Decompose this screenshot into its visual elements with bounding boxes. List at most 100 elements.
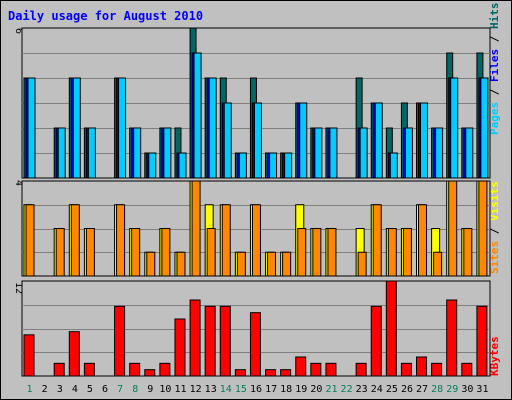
x-tick-label: 23 — [356, 384, 368, 395]
bar-sites-day-30 — [463, 228, 473, 277]
x-axis-day-labels: 1 2 3 4 5 6 7 8 9 10 11 12 13 14 15 16 17 18 19 20 21 22 23 24 2… — [27, 384, 489, 395]
bar-pages-day-11 — [178, 152, 187, 179]
bar-sites-day-14 — [221, 204, 231, 277]
hits-legend: Hits — [488, 3, 501, 30]
bar-kbytes-day-26 — [400, 362, 412, 377]
bar-pages-day-31 — [480, 77, 489, 179]
bar-sites-day-11 — [176, 251, 186, 277]
plot-area — [21, 27, 491, 377]
bar-kbytes-day-17 — [265, 369, 277, 377]
panel2-axis-max-label: 4 — [13, 180, 24, 186]
bar-kbytes-day-27 — [416, 356, 428, 377]
bar-sites-day-16 — [251, 204, 261, 277]
x-tick-label: 6 — [102, 384, 108, 395]
bar-kbytes-day-20 — [310, 362, 322, 377]
x-tick-label: 19 — [295, 384, 307, 395]
bar-pages-day-19 — [299, 102, 308, 179]
x-tick-label: 5 — [87, 384, 93, 395]
bar-pages-day-3 — [57, 127, 66, 179]
bar-pages-day-27 — [420, 102, 429, 179]
bar-kbytes-day-3 — [53, 362, 65, 377]
x-tick-label: 15 — [235, 384, 247, 395]
x-tick-label: 20 — [310, 384, 322, 395]
x-tick-label: 30 — [461, 384, 473, 395]
x-tick-label: 26 — [401, 384, 413, 395]
x-tick-label: 10 — [159, 384, 171, 395]
x-tick-label: 28 — [431, 384, 443, 395]
x-tick-label: 17 — [265, 384, 277, 395]
x-tick-label: 25 — [386, 384, 398, 395]
bar-sites-day-26 — [402, 228, 412, 277]
bar-sites-day-12 — [191, 180, 201, 277]
x-tick-label: 11 — [174, 384, 186, 395]
x-tick-label: 12 — [190, 384, 202, 395]
bar-kbytes-day-28 — [431, 362, 443, 377]
x-tick-label: 21 — [325, 384, 337, 395]
bar-sites-day-28 — [433, 251, 443, 277]
bar-pages-day-26 — [404, 127, 413, 179]
bar-pages-day-12 — [193, 52, 202, 179]
bar-kbytes-day-15 — [234, 369, 246, 377]
bar-pages-day-25 — [389, 152, 398, 179]
bar-pages-day-30 — [465, 127, 474, 179]
kbytes-legend: KBytes — [488, 336, 501, 376]
bar-pages-day-23 — [359, 127, 368, 179]
bar-pages-day-17 — [269, 152, 278, 179]
bar-pages-day-28 — [435, 127, 444, 179]
bar-kbytes-day-11 — [174, 318, 186, 377]
bar-pages-day-13 — [208, 77, 217, 179]
x-tick-label: 3 — [57, 384, 63, 395]
x-tick-label: 8 — [132, 384, 138, 395]
bar-pages-day-18 — [284, 152, 293, 179]
bar-kbytes-day-9 — [144, 369, 156, 377]
x-tick-label: 31 — [476, 384, 488, 395]
bar-pages-day-5 — [87, 127, 96, 179]
bar-sites-day-10 — [161, 228, 171, 277]
bar-pages-day-8 — [133, 127, 142, 179]
bar-kbytes-day-29 — [446, 299, 458, 377]
bar-pages-day-29 — [450, 77, 459, 179]
x-tick-label: 13 — [205, 384, 217, 395]
bar-kbytes-day-5 — [83, 362, 95, 377]
bar-kbytes-day-19 — [295, 356, 307, 377]
bar-kbytes-day-30 — [461, 362, 473, 377]
side-label-visits-sites: Sites / Visits — [488, 181, 501, 274]
bar-kbytes-day-16 — [249, 312, 261, 377]
bar-sites-day-13 — [206, 228, 216, 277]
panel-hits-files-pages — [21, 27, 491, 179]
x-tick-label: 22 — [341, 384, 353, 395]
bar-sites-day-5 — [85, 228, 95, 277]
bar-kbytes-day-12 — [189, 299, 201, 377]
x-tick-label: 14 — [220, 384, 232, 395]
panel-visits-sites — [21, 180, 491, 277]
bar-pages-day-14 — [223, 102, 232, 179]
legend-sep-3: / — [488, 221, 501, 241]
x-tick-label: 7 — [117, 384, 123, 395]
bar-sites-day-3 — [55, 228, 65, 277]
bar-kbytes-day-31 — [476, 305, 488, 377]
x-tick-label: 9 — [147, 384, 153, 395]
chart-title: Daily usage for August 2010 — [8, 9, 203, 23]
bar-pages-day-9 — [148, 152, 157, 179]
bar-pages-day-24 — [374, 102, 383, 179]
panel3-axis-max-label: 12 — [13, 282, 24, 294]
bar-pages-day-20 — [314, 127, 323, 179]
bar-sites-day-31 — [478, 180, 488, 277]
bar-sites-day-4 — [70, 204, 80, 277]
bar-pages-day-21 — [329, 127, 338, 179]
x-tick-label: 29 — [446, 384, 458, 395]
bar-kbytes-day-10 — [159, 362, 171, 377]
bar-pages-day-4 — [72, 77, 81, 179]
side-label-kbytes: KBytes — [488, 336, 501, 376]
bar-sites-day-21 — [327, 228, 337, 277]
bar-kbytes-day-4 — [68, 331, 80, 377]
x-tick-label: 27 — [416, 384, 428, 395]
x-tick-label: 16 — [250, 384, 262, 395]
bar-sites-day-15 — [236, 251, 246, 277]
legend-sep-1: / — [488, 82, 501, 102]
x-tick-label: 24 — [371, 384, 383, 395]
x-tick-label: 18 — [280, 384, 292, 395]
bar-sites-day-23 — [357, 251, 367, 277]
bar-pages-day-7 — [118, 77, 127, 179]
